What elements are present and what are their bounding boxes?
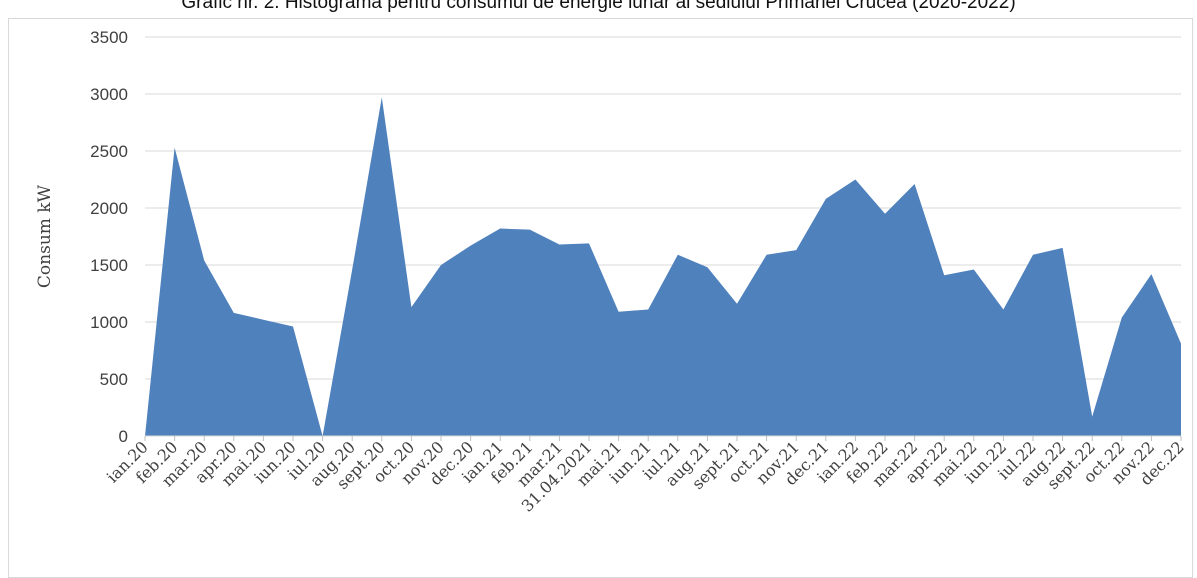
y-axis-ticks: 0 500 1000 1500 2000 2500 3000 3500 [90,28,128,446]
x-axis-ticks: ian.20feb.20mar.20apr.20mai.20iun.20iul.… [103,436,1188,516]
consumption-area [145,97,1181,437]
y-tick-label: 2000 [90,199,128,218]
y-tick-label: 3000 [90,85,128,104]
y-tick-label: 1000 [90,313,128,332]
chart-caption: Grafic nr. 2. Histograma pentru consumul… [181,0,1016,13]
gridlines [145,36,1181,380]
y-tick-label: 3500 [90,28,128,47]
y-tick-label: 1500 [90,256,128,275]
y-axis-label: Consum kW [35,184,55,288]
y-tick-label: 500 [100,370,128,389]
y-tick-label: 2500 [90,142,128,161]
y-tick-label: 0 [119,427,128,446]
